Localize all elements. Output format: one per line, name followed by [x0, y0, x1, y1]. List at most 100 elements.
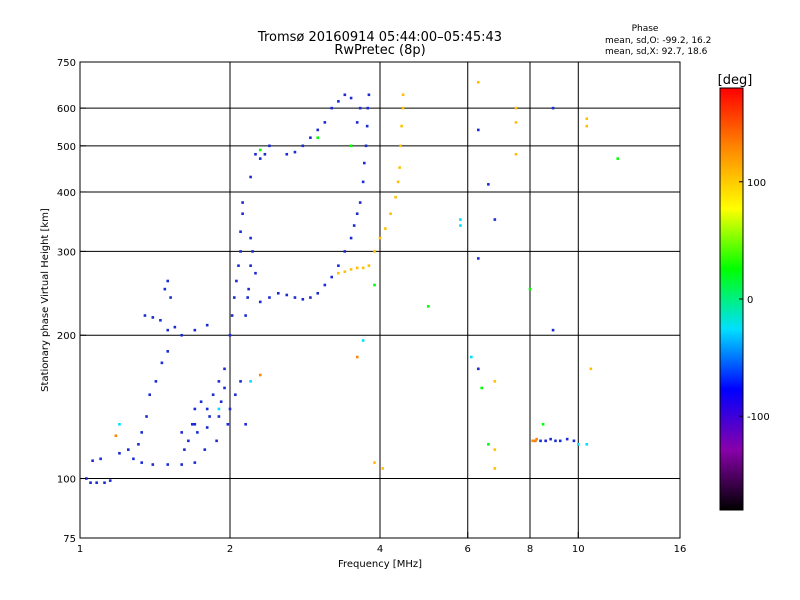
data-point [514, 106, 518, 110]
data-point [219, 400, 223, 404]
data-point [89, 481, 92, 485]
data-point [316, 136, 320, 140]
data-point [585, 117, 589, 121]
data-point [349, 144, 353, 148]
data-point [244, 314, 247, 317]
data-point [349, 268, 353, 271]
y-tick-label: 600 [57, 104, 76, 115]
data-point [173, 325, 177, 329]
data-point [154, 380, 158, 383]
data-point [285, 152, 289, 156]
data-point [459, 218, 462, 221]
data-point [362, 161, 366, 165]
data-point [249, 175, 252, 179]
data-point [301, 144, 305, 148]
data-point [148, 393, 152, 397]
x-tick-label: 2 [227, 544, 233, 555]
data-point [268, 144, 271, 148]
data-point [193, 328, 197, 332]
data-point [337, 100, 340, 103]
data-point [565, 437, 569, 441]
data-point [263, 152, 267, 156]
data-point [258, 157, 262, 160]
data-point [223, 386, 226, 390]
data-point [217, 415, 221, 418]
axis-ticks: 1 2 4 6 8 10 16 75 100 200 300 400 500 600 750 [57, 58, 686, 555]
data-point [205, 407, 209, 411]
data-point [249, 380, 252, 383]
data-point [330, 275, 334, 279]
data-point [367, 264, 371, 267]
data-point [215, 439, 218, 443]
chart-subtitle: RwPretec (8p) [334, 43, 425, 58]
data-point [373, 461, 376, 464]
grid-lines [80, 62, 680, 538]
data-point [187, 439, 190, 443]
data-point [163, 287, 167, 291]
data-point [254, 152, 257, 156]
data-point [343, 250, 347, 253]
data-point [323, 283, 327, 287]
data-point [140, 431, 144, 434]
data-point [585, 124, 589, 128]
data-point [239, 230, 242, 234]
y-tick-label: 750 [57, 58, 76, 69]
data-point [355, 266, 359, 270]
data-point [151, 316, 155, 319]
data-point [309, 136, 312, 140]
data-point [364, 144, 368, 148]
data-point [477, 257, 480, 260]
y-tick-label: 100 [57, 475, 76, 486]
data-point [160, 361, 164, 365]
data-point [239, 380, 242, 383]
data-point [480, 386, 484, 390]
data-point [528, 287, 532, 291]
x-tick-label: 16 [674, 544, 687, 555]
data-point [293, 296, 297, 299]
data-point [285, 293, 289, 297]
data-point [246, 296, 249, 299]
data-point [276, 291, 280, 295]
data-point [241, 201, 244, 204]
data-point [589, 367, 593, 371]
data-point [487, 443, 490, 446]
data-point [166, 328, 170, 332]
data-point [91, 459, 94, 463]
y-tick-label: 200 [57, 331, 76, 342]
data-point [361, 339, 365, 342]
data-point [140, 461, 144, 464]
data-point [514, 152, 518, 156]
phase-stats-x: mean, sd,X: 92.7, 18.6 [605, 47, 708, 57]
data-point [205, 323, 209, 327]
data-point [205, 426, 209, 429]
data-point [244, 422, 247, 426]
data-point [361, 180, 365, 184]
colorbar-tick-label: 100 [747, 178, 766, 189]
phase-stats-title: Phase [632, 24, 659, 34]
data-point [166, 279, 170, 283]
data-point [373, 250, 376, 253]
data-point [203, 448, 207, 451]
data-point [258, 300, 262, 304]
data-point [193, 461, 197, 464]
data-point [551, 106, 555, 110]
data-point [293, 150, 297, 154]
data-point [247, 287, 250, 291]
data-point [241, 212, 244, 216]
data-point [367, 93, 371, 97]
data-point [616, 157, 620, 160]
colorbar-label: [deg] [718, 73, 753, 88]
data-point [493, 448, 497, 451]
data-point [316, 291, 320, 295]
data-point [349, 236, 353, 240]
data-point [169, 296, 172, 299]
data-point [249, 236, 252, 240]
data-point [232, 296, 236, 299]
data-point [268, 296, 271, 299]
data-point [355, 212, 359, 216]
data-point [531, 439, 534, 443]
data-point [228, 407, 232, 411]
data-point [196, 431, 199, 434]
data-point [237, 264, 240, 267]
